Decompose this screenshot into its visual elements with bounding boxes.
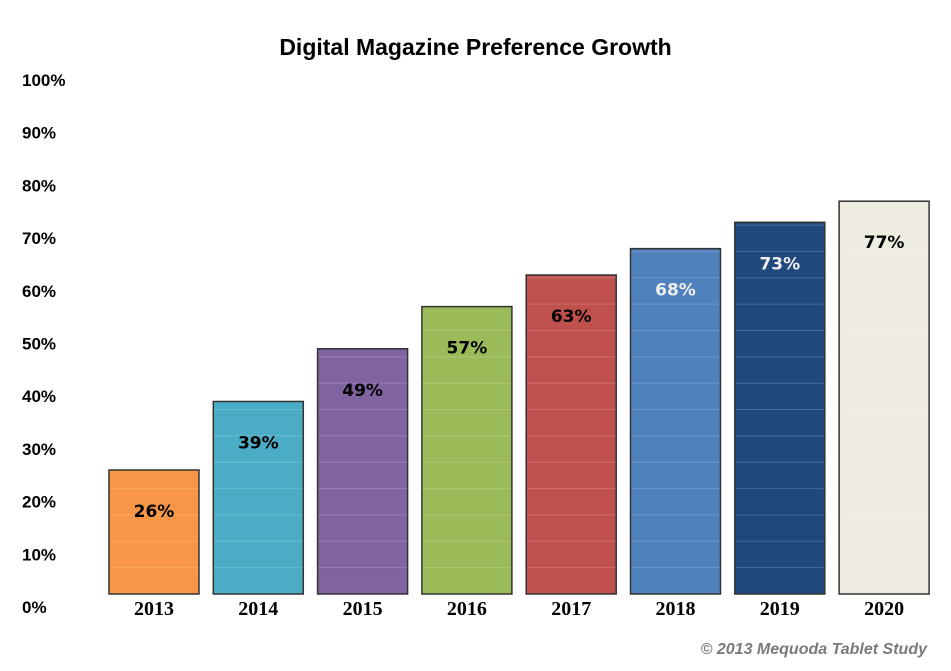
bar-2013: [108, 469, 200, 595]
bar-2016: [421, 305, 513, 595]
y-tick-label: 100%: [22, 71, 65, 90]
x-tick-label: 2019: [760, 598, 800, 620]
x-tick-label: 2016: [447, 598, 487, 620]
x-tick-label: 2013: [134, 598, 174, 620]
data-label: 39%: [238, 433, 279, 453]
y-tick-label: 40%: [22, 387, 56, 406]
chart-title: Digital Magazine Preference Growth: [279, 34, 672, 60]
y-tick-label: 80%: [22, 176, 56, 195]
y-tick-label: 70%: [22, 229, 56, 248]
data-label: 63%: [551, 307, 592, 327]
bar-2018: [629, 247, 722, 595]
y-tick-label: 60%: [22, 282, 56, 301]
y-tick-label: 50%: [22, 335, 56, 354]
y-tick-label: 20%: [22, 493, 56, 512]
data-label: 26%: [134, 502, 175, 522]
bar-2014: [212, 400, 305, 595]
data-label: 73%: [759, 254, 800, 274]
bar-2017: [525, 274, 617, 595]
data-label: 77%: [864, 233, 905, 253]
data-label: 49%: [342, 381, 383, 401]
data-label: 57%: [447, 339, 488, 359]
bar-2019: [734, 221, 826, 595]
x-tick-label: 2014: [238, 598, 278, 620]
x-tick-label: 2017: [551, 598, 591, 620]
y-tick-label: 10%: [22, 545, 56, 564]
copyright-footer: © 2013 Mequoda Tablet Study: [700, 641, 927, 658]
x-tick-label: 2020: [864, 598, 904, 620]
y-tick-label: 90%: [22, 124, 56, 143]
data-label: 68%: [655, 281, 696, 301]
bar-2015: [316, 348, 409, 595]
y-tick-label: 0%: [22, 598, 47, 617]
y-tick-label: 30%: [22, 440, 56, 459]
x-tick-label: 2015: [343, 598, 383, 620]
bar-2020: [838, 200, 930, 595]
x-tick-label: 2018: [656, 598, 696, 620]
